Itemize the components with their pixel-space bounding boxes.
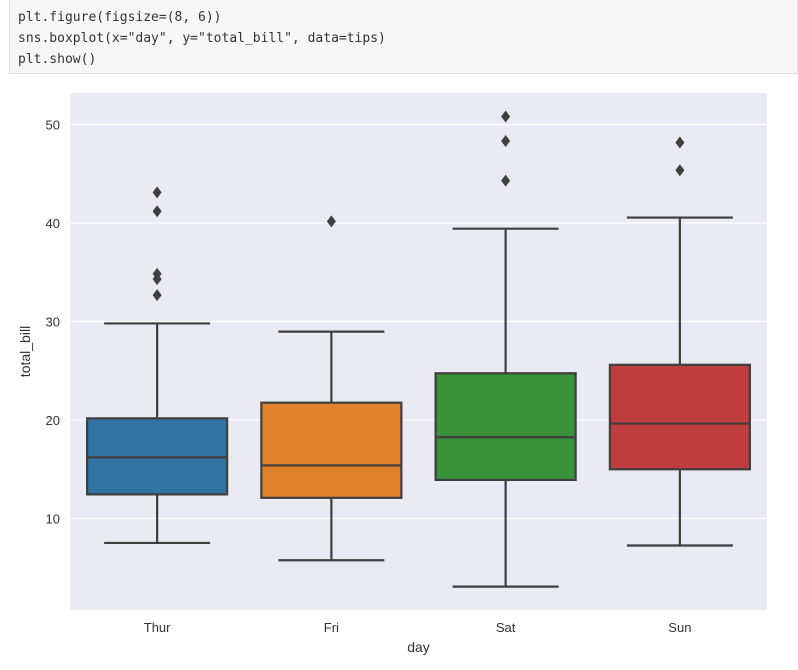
- code-line: plt.figure(figsize=(8, 6)): [18, 10, 222, 25]
- code-line: plt.show(): [18, 52, 97, 67]
- y-tick-label: 50: [46, 118, 60, 133]
- x-tick-label: Fri: [324, 620, 339, 635]
- outlier-point: [675, 164, 685, 177]
- outlier-point: [501, 134, 511, 147]
- code-text: plt.figure(figsize=(8, 6)) sns.boxplot(x=…: [18, 7, 386, 70]
- outlier-point: [501, 110, 511, 123]
- y-axis-label: total_bill: [17, 326, 33, 377]
- outlier-point: [152, 205, 162, 218]
- boxplot-chart: 10 20 30 40 50 Thur Fri Sat Sun day total_bill: [17, 93, 767, 655]
- x-tick-label: Thur: [144, 620, 171, 635]
- outlier-point: [501, 174, 511, 187]
- y-tick-label: 40: [46, 216, 60, 231]
- code-cell[interactable]: plt.figure(figsize=(8, 6)) sns.boxplot(x=…: [9, 0, 798, 74]
- box-fri: [260, 401, 403, 499]
- x-tick-label: Sun: [668, 620, 691, 635]
- outlier-point: [326, 215, 336, 228]
- y-tick-label: 10: [46, 511, 60, 526]
- x-axis-label: day: [407, 639, 430, 655]
- y-tick-label: 30: [46, 314, 60, 329]
- box-sun: [608, 363, 751, 471]
- outlier-point: [675, 136, 685, 149]
- plot-area: [70, 93, 767, 610]
- code-line: sns.boxplot(x="day", y="total_bill", dat…: [18, 31, 386, 46]
- x-tick-label: Sat: [496, 620, 516, 635]
- y-tick-label: 20: [46, 413, 60, 428]
- outlier-point: [152, 267, 162, 280]
- box-sat: [434, 372, 577, 482]
- outlier-point: [152, 289, 162, 302]
- outlier-point: [152, 186, 162, 199]
